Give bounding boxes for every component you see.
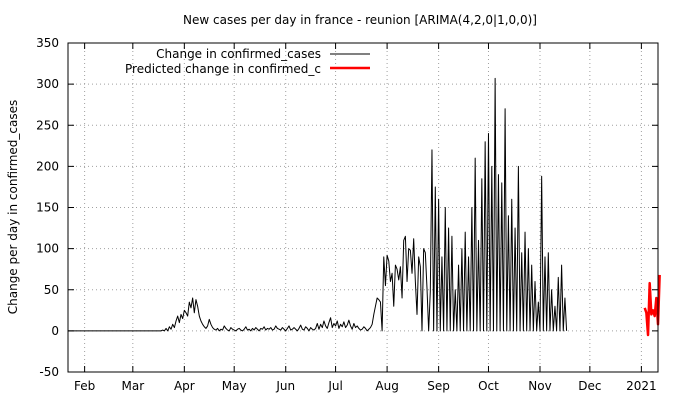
x-tick-label: 2021 [626,379,657,393]
series-line-predicted [643,274,661,337]
y-tick-label: 150 [36,201,59,215]
y-tick-label: 0 [51,324,59,338]
y-tick-label: 100 [36,242,59,256]
series-layer [68,77,661,337]
axis-ticks: -50 0 50 100 150 200 250 300 350 Feb Mar Apr May Jun J… [36,36,658,393]
grid [68,43,658,372]
y-tick-label: -50 [39,365,59,379]
legend-label-confirmed: Change in confirmed_cases [156,47,321,61]
x-tick-label: Nov [528,379,551,393]
x-tick-label: Jul [327,379,342,393]
x-tick-label: Apr [174,379,195,393]
x-tick-label: Dec [578,379,601,393]
plot-frame [67,42,659,373]
x-tick-label: Feb [74,379,95,393]
y-tick-label: 250 [36,118,59,132]
y-tick-label: 300 [36,77,59,91]
series-line-confirmed [68,77,568,332]
legend: Change in confirmed_cases Predicted chan… [125,47,370,76]
x-tick-label: Mar [121,379,144,393]
chart-title: New cases per day in france - reunion [A… [183,13,537,27]
y-tick-label: 50 [44,283,59,297]
x-tick-label: Sep [427,379,450,393]
legend-label-predicted: Predicted change in confirmed_c [125,62,321,76]
y-tick-label: 200 [36,159,59,173]
x-tick-label: May [222,379,247,393]
x-tick-label: Aug [375,379,398,393]
y-axis-label: Change per day in confirmed_cases [6,100,20,315]
x-tick-label: Jun [275,379,295,393]
x-tick-label: Oct [478,379,499,393]
y-tick-label: 350 [36,36,59,50]
